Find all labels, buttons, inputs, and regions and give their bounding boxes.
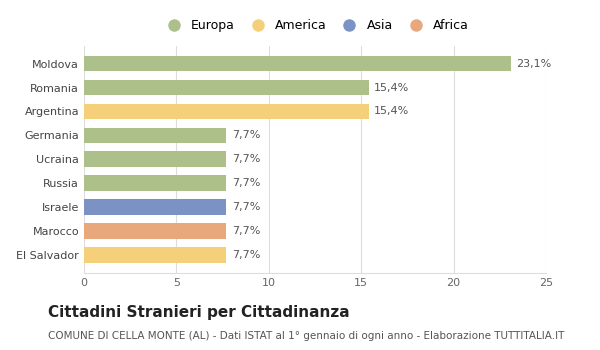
Bar xyxy=(84,56,511,71)
Text: 15,4%: 15,4% xyxy=(374,83,409,92)
Bar xyxy=(84,152,226,167)
Text: 7,7%: 7,7% xyxy=(232,178,260,188)
Bar xyxy=(84,104,368,119)
Bar xyxy=(84,247,226,262)
Legend: Europa, America, Asia, Africa: Europa, America, Asia, Africa xyxy=(157,15,473,36)
Bar xyxy=(84,80,368,95)
Text: 7,7%: 7,7% xyxy=(232,130,260,140)
Text: 7,7%: 7,7% xyxy=(232,226,260,236)
Text: 15,4%: 15,4% xyxy=(374,106,409,117)
Text: 7,7%: 7,7% xyxy=(232,250,260,260)
Text: Cittadini Stranieri per Cittadinanza: Cittadini Stranieri per Cittadinanza xyxy=(48,304,350,320)
Bar xyxy=(84,175,226,191)
Bar xyxy=(84,127,226,143)
Text: 23,1%: 23,1% xyxy=(517,58,551,69)
Bar xyxy=(84,223,226,239)
Text: 7,7%: 7,7% xyxy=(232,202,260,212)
Bar xyxy=(84,199,226,215)
Text: COMUNE DI CELLA MONTE (AL) - Dati ISTAT al 1° gennaio di ogni anno - Elaborazion: COMUNE DI CELLA MONTE (AL) - Dati ISTAT … xyxy=(48,331,565,341)
Text: 7,7%: 7,7% xyxy=(232,154,260,164)
